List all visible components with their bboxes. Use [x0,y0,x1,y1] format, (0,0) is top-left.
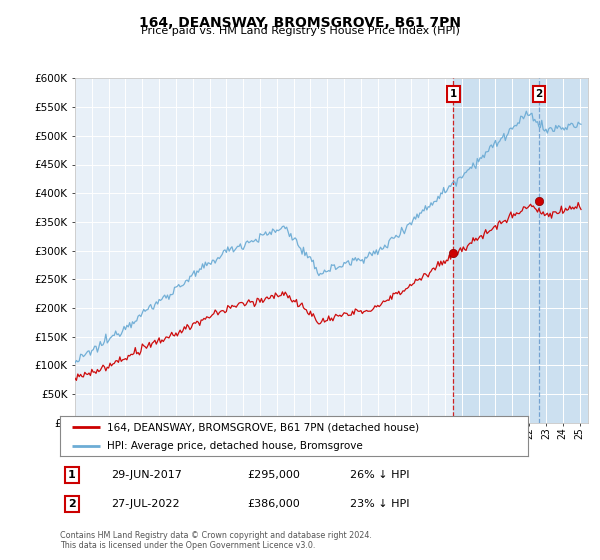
Text: £386,000: £386,000 [247,499,300,509]
Text: 29-JUN-2017: 29-JUN-2017 [112,470,182,480]
Text: HPI: Average price, detached house, Bromsgrove: HPI: Average price, detached house, Brom… [107,441,362,451]
Text: Price paid vs. HM Land Registry's House Price Index (HPI): Price paid vs. HM Land Registry's House … [140,26,460,36]
Text: 2: 2 [535,89,542,99]
Text: Contains HM Land Registry data © Crown copyright and database right 2024.
This d: Contains HM Land Registry data © Crown c… [60,531,372,550]
Text: 2: 2 [68,499,76,509]
Text: 1: 1 [450,89,457,99]
Text: 164, DEANSWAY, BROMSGROVE, B61 7PN: 164, DEANSWAY, BROMSGROVE, B61 7PN [139,16,461,30]
Bar [454,78,588,423]
Text: 23% ↓ HPI: 23% ↓ HPI [350,499,410,509]
Text: 27-JUL-2022: 27-JUL-2022 [112,499,180,509]
Text: 26% ↓ HPI: 26% ↓ HPI [350,470,410,480]
Text: 164, DEANSWAY, BROMSGROVE, B61 7PN (detached house): 164, DEANSWAY, BROMSGROVE, B61 7PN (deta… [107,422,419,432]
Text: 1: 1 [68,470,76,480]
Text: £295,000: £295,000 [247,470,300,480]
